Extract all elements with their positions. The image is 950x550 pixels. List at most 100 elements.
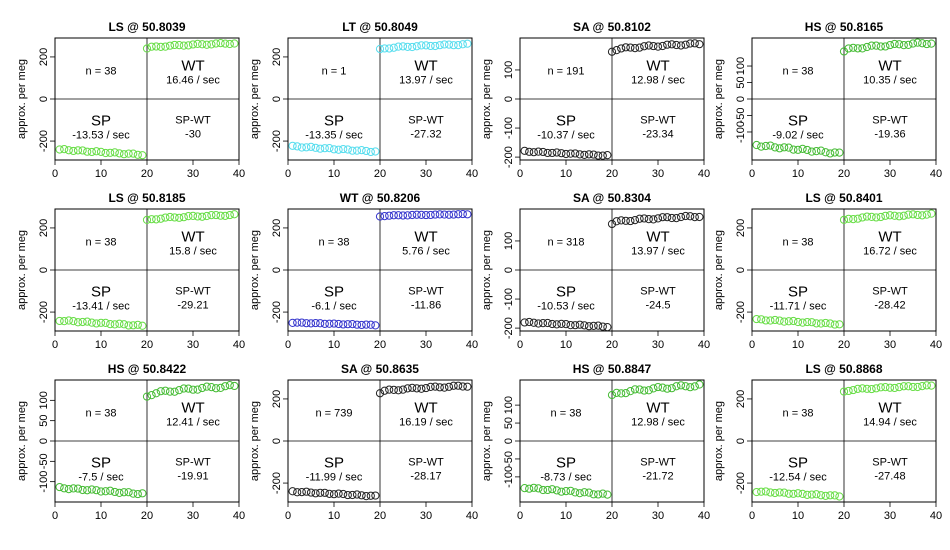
wt-point xyxy=(681,211,690,221)
wt-point xyxy=(858,384,867,393)
sp-point xyxy=(357,320,366,330)
x-tick-label: 10 xyxy=(560,339,572,351)
wt-point xyxy=(398,385,408,394)
y-tick-label: 0 xyxy=(735,438,747,444)
y-tick-label: -50 xyxy=(735,108,747,124)
wt-point xyxy=(853,44,862,53)
wt-point xyxy=(849,43,858,52)
wt-point xyxy=(621,216,630,225)
sp-point xyxy=(101,487,110,496)
sp-point xyxy=(366,320,375,329)
data-points xyxy=(55,381,239,499)
sp-point xyxy=(561,320,571,329)
x-tick-label: 10 xyxy=(328,168,340,180)
sp-label: SP xyxy=(91,113,111,130)
sp-point xyxy=(821,318,830,328)
sp-rate: -13.53 / sec xyxy=(72,130,130,142)
sp-point xyxy=(343,145,352,154)
wt-point xyxy=(899,211,908,220)
wt-point xyxy=(676,212,686,222)
wt-point xyxy=(667,40,676,49)
sp-point xyxy=(87,318,96,327)
sp-point xyxy=(580,321,589,330)
sp-point xyxy=(293,488,302,497)
wt-point xyxy=(408,42,417,52)
wt-point xyxy=(663,384,672,393)
y-axis-label: approx. per meg xyxy=(713,230,725,310)
wt-point xyxy=(690,39,699,48)
n-count-label: n = 739 xyxy=(315,408,352,420)
x-tick-label: 30 xyxy=(420,339,432,351)
sp-point xyxy=(803,145,812,155)
sp-point xyxy=(329,145,339,154)
wt-point xyxy=(193,385,202,394)
y-tick-label: -50 xyxy=(503,451,515,467)
wt-point xyxy=(612,388,621,397)
y-tick-label: 100 xyxy=(503,61,515,79)
wt-point xyxy=(175,41,184,50)
x-tick-label: 40 xyxy=(233,168,245,180)
wt-point xyxy=(640,42,649,51)
sp-label: SP xyxy=(788,113,808,130)
sp-point xyxy=(352,320,362,329)
wt-point xyxy=(188,211,198,220)
sp-point xyxy=(821,491,830,500)
panel-title: LT @ 50.8049 xyxy=(342,20,418,34)
y-tick-label: 200 xyxy=(735,390,747,408)
wt-point xyxy=(667,384,676,393)
wt-point xyxy=(849,385,858,395)
wt-point xyxy=(398,42,408,51)
sp-point xyxy=(566,149,575,158)
diff-label: SP-WT xyxy=(408,457,444,469)
wt-point xyxy=(686,383,695,392)
sp-point xyxy=(548,485,557,494)
sp-point xyxy=(584,150,594,159)
data-points xyxy=(288,209,472,330)
y-tick-label: 0 xyxy=(503,96,515,102)
wt-point xyxy=(653,214,663,223)
sp-point xyxy=(757,315,766,324)
sp-point xyxy=(529,148,538,157)
sp-point xyxy=(552,320,561,329)
sp-label: SP xyxy=(91,284,111,301)
sp-rate: -10.37 / sec xyxy=(537,130,595,142)
wt-point xyxy=(435,210,444,219)
sp-point xyxy=(83,317,92,326)
wt-point xyxy=(221,382,230,391)
wt-point xyxy=(225,381,234,390)
wt-point xyxy=(193,39,202,48)
y-tick-label: 100 xyxy=(735,57,747,75)
wt-point xyxy=(867,212,876,221)
sp-point xyxy=(571,488,580,497)
panel-title: HS @ 50.8422 xyxy=(108,362,187,376)
wt-point xyxy=(908,382,918,392)
sp-point xyxy=(775,488,784,497)
sp-point xyxy=(775,144,784,153)
wt-point xyxy=(690,382,699,391)
sp-point xyxy=(119,320,129,329)
x-tick-label: 30 xyxy=(884,168,896,180)
wt-point xyxy=(440,210,449,219)
sp-point xyxy=(138,151,147,160)
wt-point xyxy=(635,385,644,394)
wt-point xyxy=(380,386,389,395)
wt-point xyxy=(175,213,184,222)
wt-point xyxy=(142,392,152,401)
wt-point xyxy=(380,212,389,221)
wt-point xyxy=(626,43,635,52)
sp-label: SP xyxy=(556,284,576,301)
x-tick-label: 40 xyxy=(233,510,245,522)
sp-point xyxy=(55,145,64,154)
sp-point xyxy=(64,485,73,494)
y-tick-label: 100 xyxy=(503,232,515,250)
sp-point xyxy=(138,489,147,498)
y-axis-label: approx. per meg xyxy=(249,401,261,481)
sp-point xyxy=(566,321,575,330)
sp-point xyxy=(73,146,83,155)
sp-point xyxy=(320,319,329,328)
x-tick-label: 20 xyxy=(374,510,386,522)
wt-point xyxy=(686,212,695,221)
wt-point xyxy=(165,212,175,222)
wt-point xyxy=(142,215,152,224)
wt-point xyxy=(913,382,922,392)
